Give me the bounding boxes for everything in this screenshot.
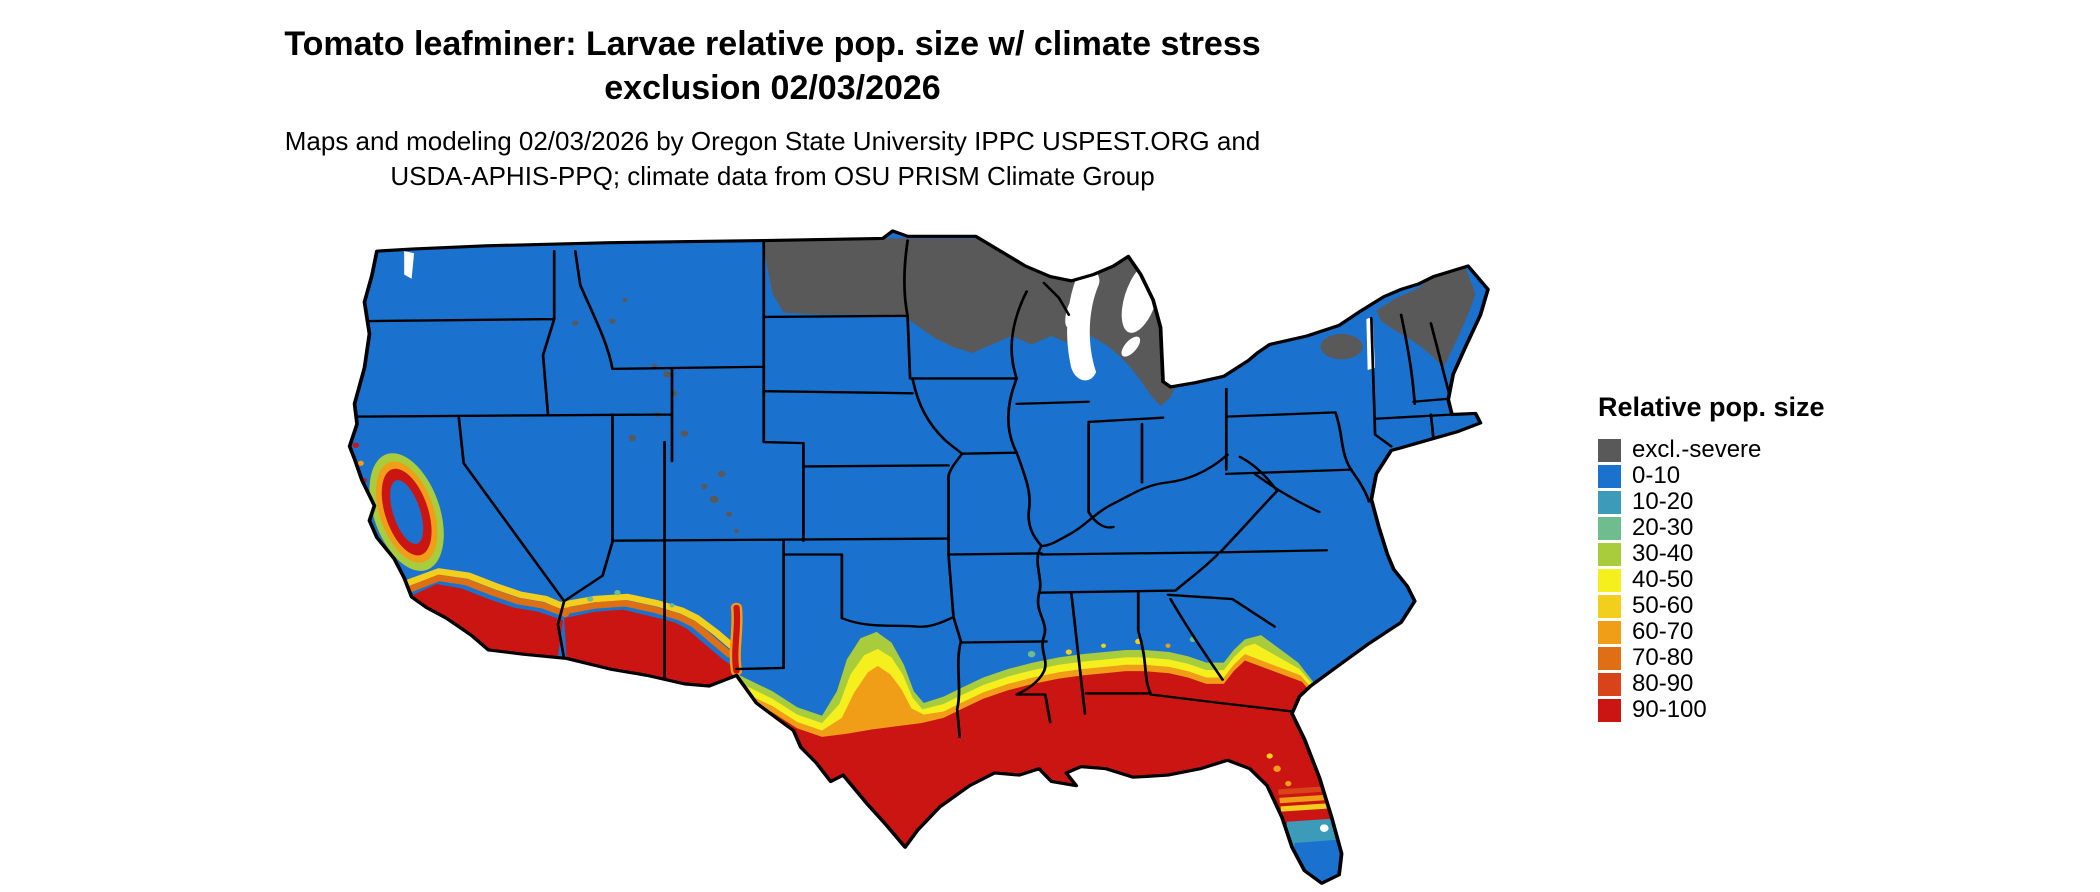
legend-item: 0-10 bbox=[1598, 463, 1825, 489]
map-title: Tomato leafminer: Larvae relative pop. s… bbox=[0, 22, 1545, 110]
zone-speckles-20-30 bbox=[587, 590, 1196, 658]
legend-swatch-70-80 bbox=[1598, 646, 1621, 670]
map-subtitle-line2: USDA-APHIS-PPQ; climate data from OSU PR… bbox=[390, 161, 1155, 191]
legend-title: Relative pop. size bbox=[1598, 392, 1825, 422]
legend-item: 50-60 bbox=[1598, 593, 1825, 619]
legend-label: 60-70 bbox=[1632, 618, 1694, 645]
legend-swatch-20-30 bbox=[1598, 516, 1621, 540]
legend-label: excl.-severe bbox=[1632, 436, 1762, 463]
legend-label: 40-50 bbox=[1632, 566, 1694, 593]
zone-speckles-60-70 bbox=[357, 460, 1292, 787]
legend-label: 20-30 bbox=[1632, 514, 1694, 541]
lake-michigan bbox=[1067, 268, 1100, 381]
legend-item: 20-30 bbox=[1598, 515, 1825, 541]
legend-item: excl.-severe bbox=[1598, 437, 1825, 463]
legend-label: 80-90 bbox=[1632, 670, 1694, 697]
zone-rio-grande-red bbox=[732, 604, 741, 674]
zone-california-valley bbox=[369, 453, 444, 571]
zone-southwest-fringe-50-60 bbox=[400, 568, 738, 651]
legend-swatch-50-60 bbox=[1598, 594, 1621, 618]
map-legend: Relative pop. size excl.-severe 0-10 10-… bbox=[1598, 392, 1825, 723]
legend-item: 40-50 bbox=[1598, 567, 1825, 593]
map-subtitle: Maps and modeling 02/03/2026 by Oregon S… bbox=[0, 124, 1545, 194]
zone-southwest-fringe-70-80 bbox=[402, 574, 733, 658]
saginaw-bay bbox=[1121, 336, 1141, 357]
puget-sound bbox=[404, 251, 415, 279]
legend-item: 90-100 bbox=[1598, 697, 1825, 723]
legend-swatch-30-40 bbox=[1598, 542, 1621, 566]
map-zones bbox=[349, 231, 1488, 884]
legend-swatch-excl-severe bbox=[1598, 438, 1621, 462]
legend-label: 10-20 bbox=[1632, 488, 1694, 515]
legend-label: 50-60 bbox=[1632, 592, 1694, 619]
legend-label: 90-100 bbox=[1632, 696, 1707, 723]
legend-label: 70-80 bbox=[1632, 644, 1694, 671]
legend-swatch-0-10 bbox=[1598, 464, 1621, 488]
green-bay bbox=[1065, 298, 1078, 328]
map-title-line2: exclusion 02/03/2026 bbox=[604, 69, 941, 107]
legend-swatch-90-100 bbox=[1598, 698, 1621, 722]
us-map bbox=[347, 229, 1490, 886]
legend-label: 0-10 bbox=[1632, 462, 1681, 489]
legend-item: 30-40 bbox=[1598, 541, 1825, 567]
legend-item: 10-20 bbox=[1598, 489, 1825, 515]
map-subtitle-line1: Maps and modeling 02/03/2026 by Oregon S… bbox=[284, 126, 1261, 156]
legend-item: 60-70 bbox=[1598, 619, 1825, 645]
legend-item: 80-90 bbox=[1598, 671, 1825, 697]
legend-swatch-60-70 bbox=[1598, 620, 1621, 644]
state-borders bbox=[350, 239, 1465, 739]
legend-swatch-40-50 bbox=[1598, 568, 1621, 592]
legend-label: 30-40 bbox=[1632, 540, 1694, 567]
legend-swatch-10-20 bbox=[1598, 490, 1621, 514]
legend-item: 70-80 bbox=[1598, 645, 1825, 671]
map-title-line1: Tomato leafminer: Larvae relative pop. s… bbox=[284, 25, 1261, 63]
legend-swatch-80-90 bbox=[1598, 672, 1621, 696]
